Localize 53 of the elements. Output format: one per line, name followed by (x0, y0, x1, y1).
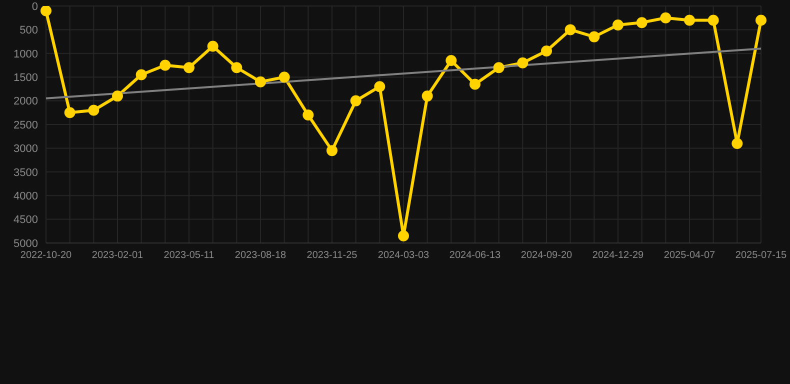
y-tick-label: 500 (20, 24, 38, 37)
point (207, 40, 218, 52)
x-tick-label: 2023-11-25 (306, 250, 358, 262)
point (732, 138, 743, 149)
point (660, 12, 672, 24)
point (184, 62, 194, 74)
x-tick-label: 2025-07-15 (735, 250, 788, 262)
x-tick-label: 2025-04-07 (664, 250, 716, 262)
y-tick-label: 2000 (14, 96, 38, 108)
point (40, 6, 52, 16)
y-tick-label: 3000 (14, 143, 38, 156)
x-tick-label: 2024-06-13 (449, 250, 502, 262)
point (326, 145, 338, 156)
point (160, 60, 171, 71)
y-tick-label: 4000 (14, 190, 38, 203)
point (446, 55, 457, 66)
x-tick-label: 2024-03-03 (378, 250, 430, 262)
point (756, 14, 766, 26)
point (64, 107, 76, 118)
point (302, 110, 314, 121)
x-tick-label: 2023-05-11 (164, 250, 215, 262)
y-tick-label: 3500 (14, 166, 38, 179)
point (636, 17, 648, 28)
y-tick-label: 1500 (14, 72, 38, 84)
y-tick-label: 4500 (14, 214, 38, 226)
point (493, 62, 504, 74)
point (374, 81, 386, 92)
point (422, 90, 433, 102)
x-tick-label: 2024-09-20 (520, 250, 573, 262)
point (470, 78, 480, 90)
x-tick-label: 2024-12-29 (592, 250, 644, 262)
point (112, 90, 123, 102)
point (517, 57, 528, 68)
y-tick-label: 0 (32, 0, 38, 13)
point (588, 31, 600, 42)
point (350, 95, 362, 106)
point (541, 46, 552, 57)
x-tick-label: 2023-02-01 (92, 250, 144, 262)
point (255, 76, 266, 88)
point (231, 62, 242, 74)
x-tick-label: 2022-10-20 (20, 250, 72, 262)
x-tick-label: 2023-08-18 (234, 250, 287, 262)
point (612, 19, 624, 30)
point (88, 104, 100, 116)
point (278, 72, 290, 83)
point (684, 14, 695, 26)
point (136, 69, 147, 80)
point (398, 230, 409, 242)
point (564, 24, 576, 36)
y-tick-label: 1000 (14, 48, 38, 60)
y-tick-label: 5000 (14, 238, 38, 250)
point (708, 14, 719, 26)
y-tick-label: 2500 (14, 119, 38, 132)
